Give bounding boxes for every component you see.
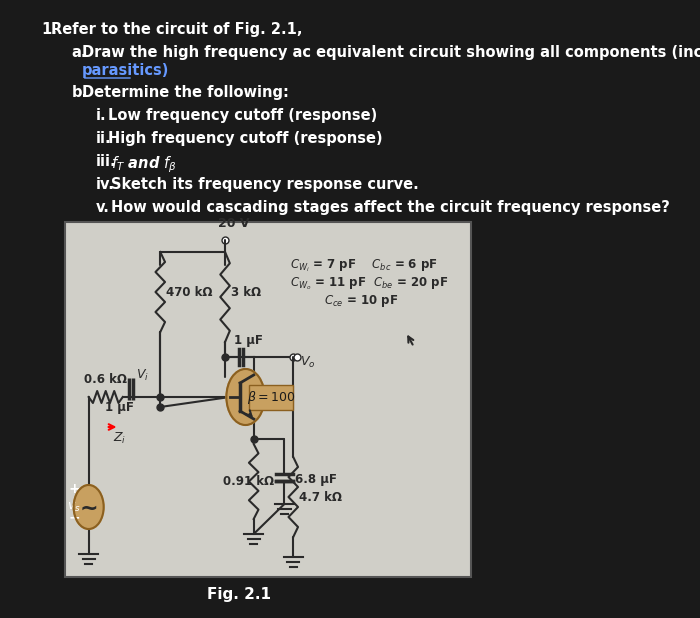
Text: High frequency cutoff (response): High frequency cutoff (response) [108,131,382,146]
Text: Refer to the circuit of Fig. 2.1,: Refer to the circuit of Fig. 2.1, [51,22,302,37]
Text: $V_o$: $V_o$ [300,355,316,370]
Text: $C_{W_o}$ = 11 pF  $C_{be}$ = 20 pF: $C_{W_o}$ = 11 pF $C_{be}$ = 20 pF [290,275,448,292]
Text: Draw the high frequency ac equivalent circuit showing all components (including: Draw the high frequency ac equivalent ci… [82,45,700,60]
Text: iii.: iii. [95,154,116,169]
Text: 0.91 kΩ: 0.91 kΩ [223,475,274,488]
Text: 1 μF: 1 μF [105,401,134,414]
Text: Low frequency cutoff (response): Low frequency cutoff (response) [108,108,377,123]
Text: −: − [68,510,80,524]
Text: 3 kΩ: 3 kΩ [230,286,260,298]
Text: ii.: ii. [95,131,111,146]
Text: Fig. 2.1: Fig. 2.1 [206,587,271,602]
Text: v.: v. [95,200,109,215]
Text: parasitics): parasitics) [82,63,169,78]
Text: 1.: 1. [41,22,57,37]
Text: $C_{W_i}$ = 7 pF    $C_{bc}$ = 6 pF: $C_{W_i}$ = 7 pF $C_{bc}$ = 6 pF [290,257,438,274]
Text: 20 V: 20 V [218,217,250,230]
Text: 1 μF: 1 μF [234,334,263,347]
Text: i.: i. [95,108,106,123]
Text: Sketch its frequency response curve.: Sketch its frequency response curve. [111,177,419,192]
Text: 6.8 μF: 6.8 μF [295,473,337,486]
Text: How would cascading stages affect the circuit frequency response?: How would cascading stages affect the ci… [111,200,670,215]
Circle shape [74,485,104,529]
Text: $C_{ce}$ = 10 pF: $C_{ce}$ = 10 pF [324,293,398,309]
Text: $Z_i$: $Z_i$ [113,431,126,446]
Text: $f_T$ and $f_\beta$: $f_T$ and $f_\beta$ [111,154,177,175]
Text: $\beta=100$: $\beta=100$ [246,389,295,405]
Text: 0.6 kΩ: 0.6 kΩ [84,373,127,386]
FancyBboxPatch shape [249,385,293,410]
Text: ~: ~ [79,499,98,519]
Text: $V_i$: $V_i$ [136,368,148,383]
Text: 470 kΩ: 470 kΩ [166,286,212,298]
Text: $v_s$: $v_s$ [66,501,80,514]
Text: b.: b. [71,85,88,100]
FancyBboxPatch shape [65,222,470,577]
Text: a.: a. [71,45,87,60]
Text: +: + [68,482,80,496]
Text: Determine the following:: Determine the following: [82,85,288,100]
Text: 4.7 kΩ: 4.7 kΩ [299,491,342,504]
Circle shape [226,369,265,425]
Text: iv.: iv. [95,177,114,192]
